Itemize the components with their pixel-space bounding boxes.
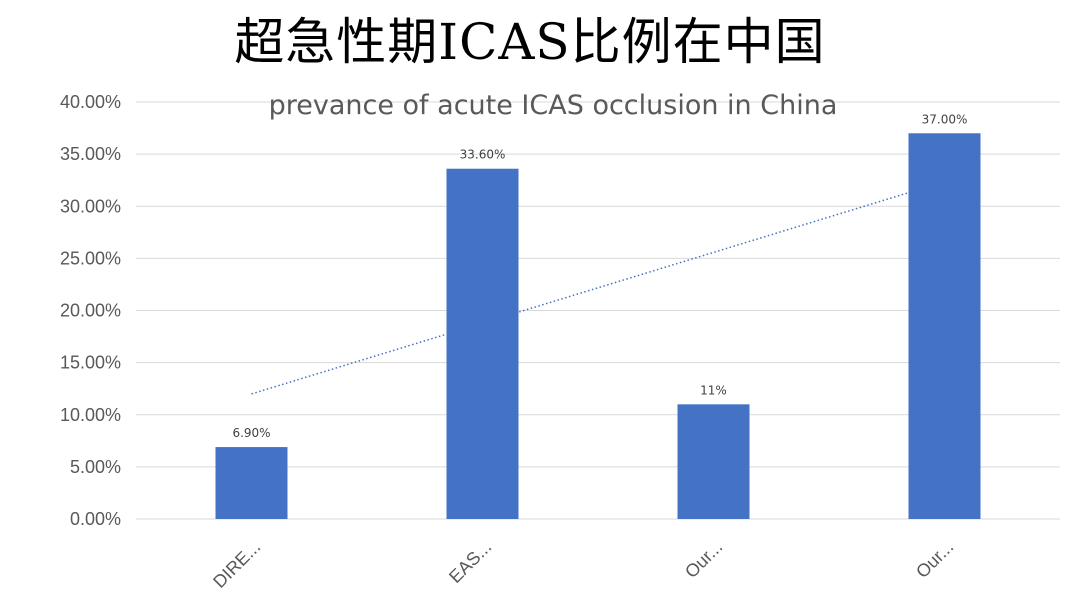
- bar: [677, 404, 750, 519]
- y-tick-label: 30.00%: [60, 196, 121, 216]
- data-label: 37.00%: [922, 112, 968, 126]
- x-tick-label: Our...: [912, 537, 957, 582]
- bar-series: [215, 133, 981, 519]
- y-tick-label: 25.00%: [60, 248, 121, 268]
- data-label: 33.60%: [460, 148, 506, 162]
- x-tick-label: DIRE...: [209, 537, 264, 592]
- y-axis-ticks: 0.00% 5.00% 10.00% 15.00% 20.00% 25.00% 30.00%…: [60, 92, 121, 529]
- chart-title: prevance of acute ICAS occlusion in Chin…: [269, 90, 838, 121]
- x-tick-label: EAS...: [445, 537, 495, 587]
- y-tick-label: 10.00%: [60, 405, 121, 425]
- y-tick-label: 40.00%: [60, 92, 121, 112]
- x-axis-ticks: DIRE... EAS... Our... Our...: [209, 537, 957, 592]
- slide-title: 超急性期ICAS比例在中国: [234, 13, 826, 71]
- y-tick-label: 5.00%: [70, 457, 121, 477]
- y-tick-label: 0.00%: [70, 509, 121, 529]
- y-tick-label: 20.00%: [60, 301, 121, 321]
- bar: [908, 133, 981, 519]
- data-label: 6.90%: [232, 426, 270, 440]
- trendline: [251, 191, 909, 395]
- trendline-line: [251, 191, 909, 395]
- y-tick-label: 15.00%: [60, 353, 121, 373]
- x-tick-label: Our...: [681, 537, 726, 582]
- y-tick-label: 35.00%: [60, 144, 121, 164]
- bar: [446, 168, 519, 519]
- data-labels: 6.90% 33.60% 11% 37.00%: [232, 112, 967, 440]
- grid-lines: [136, 101, 1060, 520]
- data-label: 11%: [700, 383, 727, 397]
- bar: [215, 447, 288, 519]
